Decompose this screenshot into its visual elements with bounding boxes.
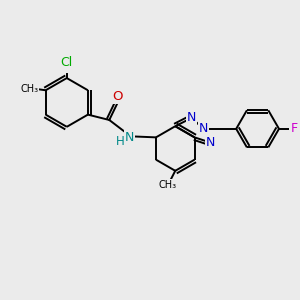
Text: O: O xyxy=(112,90,123,103)
Text: N: N xyxy=(187,111,196,124)
Text: H: H xyxy=(116,135,125,148)
Text: F: F xyxy=(290,122,297,135)
Text: N: N xyxy=(199,122,208,135)
Text: CH₃: CH₃ xyxy=(20,84,38,94)
Text: N: N xyxy=(206,136,216,149)
Text: N: N xyxy=(124,131,134,144)
Text: Cl: Cl xyxy=(61,56,73,69)
Text: CH₃: CH₃ xyxy=(159,180,177,190)
